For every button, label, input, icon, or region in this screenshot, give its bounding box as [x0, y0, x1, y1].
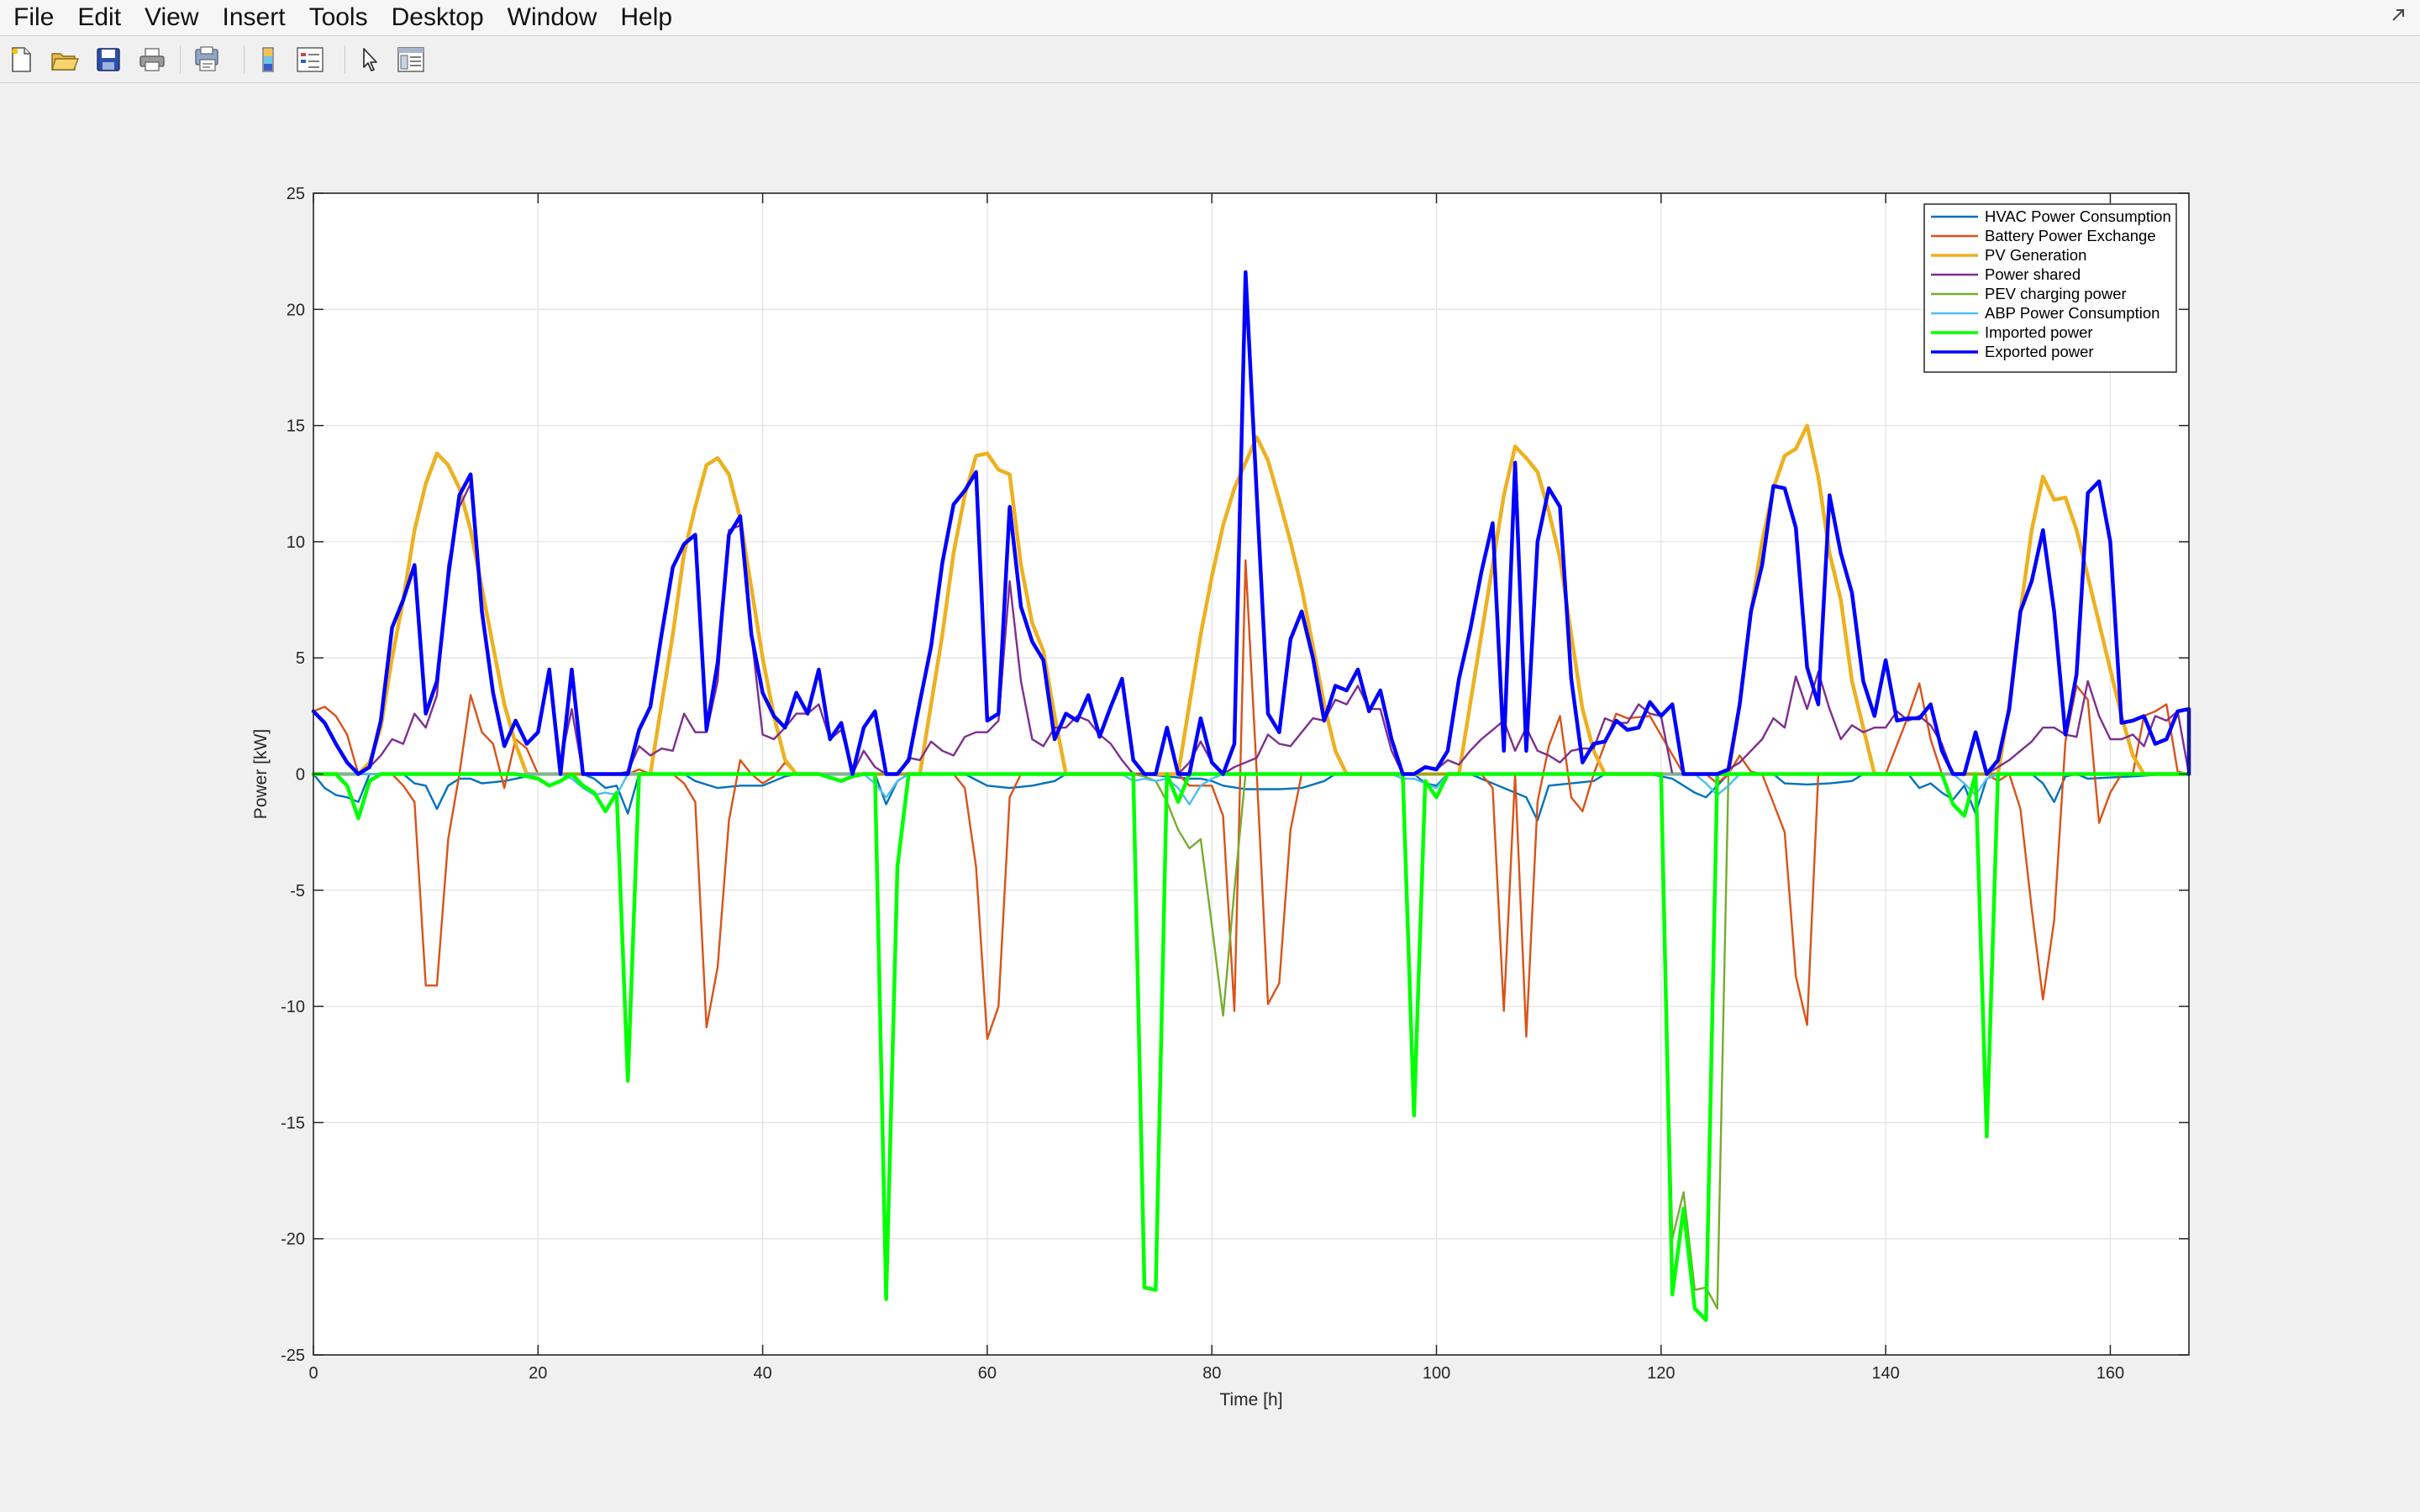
legend-icon[interactable] — [294, 44, 326, 76]
menu-file[interactable]: File — [13, 3, 55, 31]
print-icon[interactable] — [136, 44, 168, 76]
x-tick-label: 20 — [529, 1364, 547, 1383]
y-tick-label: 15 — [287, 417, 305, 436]
menu-insert[interactable]: Insert — [222, 3, 286, 31]
y-tick-label: -15 — [281, 1114, 305, 1132]
data-series — [311, 270, 2191, 1322]
legend-label: ABP Power Consumption — [1985, 304, 2160, 322]
menu-edit[interactable]: Edit — [77, 3, 122, 31]
legend-box — [1923, 203, 2177, 373]
toolbar-separator — [244, 45, 245, 74]
menu-bar: File Edit View Insert Tools Desktop Wind… — [0, 0, 2420, 36]
figure-toolbar — [0, 37, 2420, 83]
open-file-icon[interactable] — [49, 44, 81, 76]
y-tick-label: 5 — [296, 649, 305, 668]
axis-ticks: 0 20 40 60 80 100 120 140 160 25 20 15 10 5 0 -5 -10 -15 -… — [281, 185, 2189, 1383]
series-line-battery-power-exchange — [312, 559, 2191, 1041]
x-tick-label: 0 — [308, 1364, 318, 1383]
series-line-power-shared — [312, 482, 2191, 775]
series-line-pv-generation — [311, 423, 2191, 776]
property-editor-icon[interactable] — [395, 44, 427, 76]
print-preview-icon[interactable] — [192, 44, 224, 76]
menu-desktop[interactable]: Desktop — [391, 3, 484, 31]
figure-area: 0 20 40 60 80 100 120 140 160 25 20 15 10 5 0 -5 -10 -15 -… — [0, 83, 2420, 1512]
x-axis-label: Time [h] — [1219, 1390, 1282, 1410]
legend-label: Power shared — [1985, 265, 2081, 283]
series-line-abp-power-consumption — [312, 773, 2191, 806]
x-tick-label: 120 — [1647, 1364, 1675, 1383]
legend-label: PV Generation — [1985, 246, 2086, 264]
series-line-imported-power — [311, 772, 2191, 1322]
colorbar-icon[interactable] — [252, 44, 284, 76]
y-axis-label: Power [kW] — [251, 729, 271, 819]
x-tick-label: 140 — [1871, 1364, 1899, 1383]
y-tick-label: 0 — [296, 766, 305, 785]
series-line-exported-power — [311, 270, 2191, 776]
menu-window[interactable]: Window — [507, 3, 597, 31]
power-chart[interactable]: 0 20 40 60 80 100 120 140 160 25 20 15 10 5 0 -5 -10 -15 -… — [0, 83, 2420, 1512]
legend-label: Imported power — [1985, 323, 2093, 341]
x-tick-label: 60 — [978, 1364, 997, 1383]
legend-label: PEV charging power — [1985, 285, 2127, 302]
y-tick-label: -10 — [281, 998, 305, 1016]
x-tick-label: 80 — [1202, 1364, 1221, 1383]
legend-label: Battery Power Exchange — [1985, 227, 2156, 244]
menu-view[interactable]: View — [145, 3, 199, 31]
legend-label: HVAC Power Consumption — [1985, 207, 2171, 225]
y-tick-label: 25 — [287, 185, 305, 203]
legend[interactable]: HVAC Power Consumption Battery Power Exch… — [1923, 203, 2177, 373]
save-icon[interactable] — [92, 44, 124, 76]
menu-help[interactable]: Help — [620, 3, 673, 31]
undock-icon[interactable] — [2390, 7, 2407, 24]
x-tick-label: 40 — [753, 1364, 771, 1383]
y-tick-label: -20 — [281, 1231, 305, 1249]
pointer-icon[interactable] — [353, 44, 385, 76]
new-figure-icon[interactable] — [5, 44, 37, 76]
menu-tools[interactable]: Tools — [308, 3, 368, 31]
y-tick-label: 20 — [287, 301, 305, 319]
y-tick-label: -25 — [281, 1347, 305, 1365]
x-tick-label: 100 — [1423, 1364, 1450, 1383]
y-tick-label: 10 — [287, 533, 305, 552]
legend-label: Exported power — [1985, 343, 2094, 360]
series-line-pev-charging-power — [312, 773, 2191, 1310]
y-tick-label: -5 — [290, 882, 305, 900]
toolbar-separator — [180, 45, 181, 74]
x-tick-label: 160 — [2096, 1364, 2124, 1383]
